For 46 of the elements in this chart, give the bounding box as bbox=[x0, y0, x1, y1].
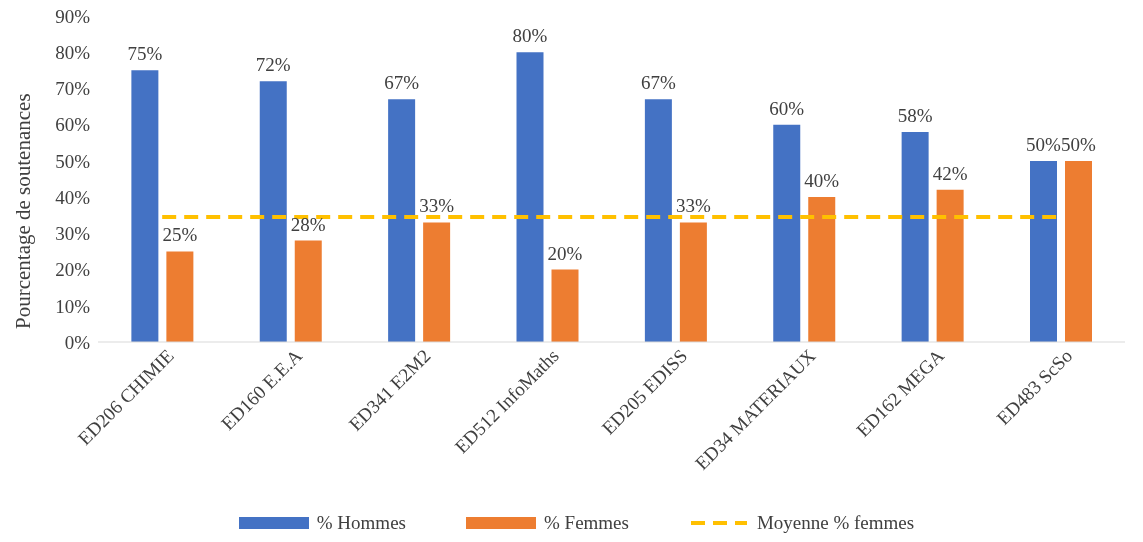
y-tick-label: 80% bbox=[55, 41, 91, 63]
data-label: 25% bbox=[162, 224, 198, 246]
data-label: 67% bbox=[640, 72, 676, 94]
data-label: 20% bbox=[547, 242, 583, 264]
y-axis-title: Pourcentage de soutenances bbox=[11, 93, 36, 329]
legend-label: Moyenne % femmes bbox=[756, 512, 915, 534]
bar bbox=[679, 222, 707, 342]
legend-label: % Hommes bbox=[316, 512, 406, 534]
bar bbox=[808, 197, 836, 342]
y-tick-label: 60% bbox=[55, 114, 91, 136]
y-tick-label: 30% bbox=[55, 223, 91, 245]
bar bbox=[551, 269, 579, 342]
data-label: 42% bbox=[932, 162, 968, 184]
bar bbox=[1030, 160, 1057, 342]
bar bbox=[259, 81, 287, 342]
y-tick-label: 20% bbox=[55, 259, 91, 281]
data-label: 60% bbox=[769, 97, 805, 119]
data-label: 28% bbox=[290, 213, 326, 235]
bar bbox=[1065, 160, 1092, 342]
legend-label: % Femmes bbox=[543, 512, 629, 534]
data-label: 75% bbox=[127, 43, 163, 65]
data-label: 58% bbox=[897, 104, 933, 126]
data-label: 72% bbox=[255, 54, 291, 76]
y-tick-label: 10% bbox=[55, 295, 91, 317]
bar bbox=[901, 131, 929, 342]
y-tick-label: 0% bbox=[64, 331, 91, 353]
y-tick-label: 40% bbox=[55, 186, 91, 208]
bar bbox=[423, 222, 451, 342]
bar bbox=[773, 124, 801, 342]
bar bbox=[516, 52, 544, 342]
data-label: 33% bbox=[675, 195, 711, 217]
bar bbox=[388, 99, 416, 342]
y-tick-label: 50% bbox=[55, 150, 91, 172]
y-tick-label: 70% bbox=[55, 78, 91, 100]
data-label: 67% bbox=[384, 72, 420, 94]
data-label: 50% bbox=[1026, 133, 1062, 155]
bar bbox=[644, 99, 672, 342]
data-label: 40% bbox=[804, 170, 840, 192]
data-label: 33% bbox=[419, 195, 455, 217]
bar bbox=[936, 189, 964, 342]
bar bbox=[166, 251, 194, 342]
data-label: 50% bbox=[1061, 133, 1097, 155]
bar bbox=[294, 240, 322, 342]
bar bbox=[131, 70, 159, 342]
y-tick-label: 90% bbox=[55, 5, 91, 27]
data-label: 80% bbox=[512, 25, 548, 47]
